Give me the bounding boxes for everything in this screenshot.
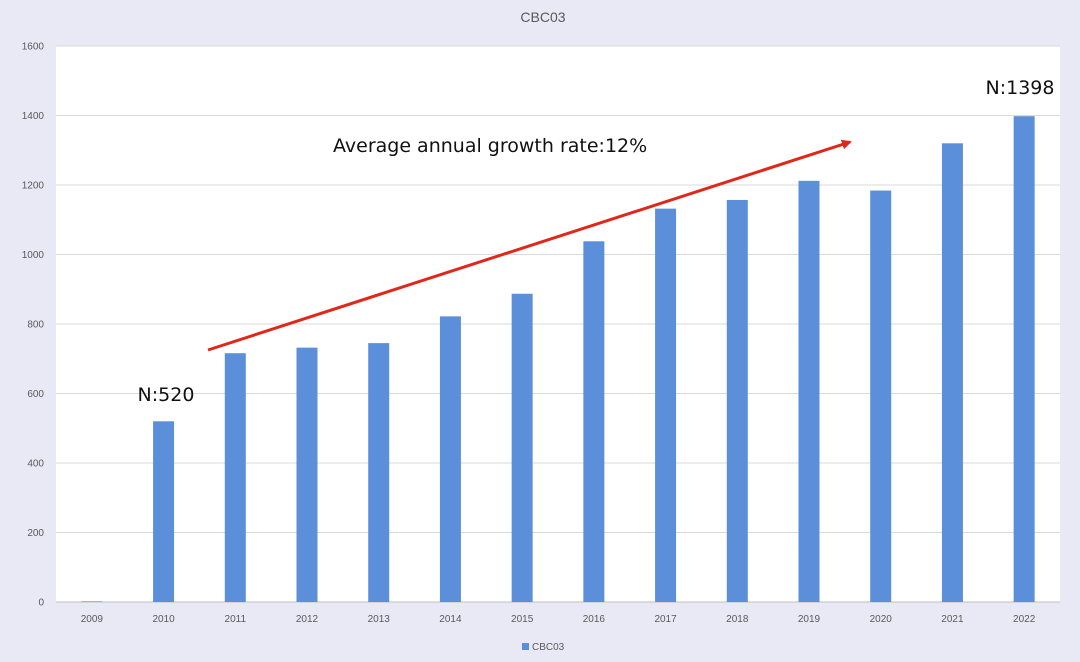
bar-2015 [511,293,533,602]
bar-2021 [941,143,963,603]
bar-2017 [655,208,677,602]
bars [81,116,1035,603]
x-tick-label: 2019 [798,614,821,625]
y-tick-label: 1400 [22,111,45,122]
bar-2014 [439,316,461,602]
grid-lines [56,45,1060,603]
bar-2019 [798,180,820,602]
x-tick-label: 2018 [726,614,749,625]
bar-2012 [296,347,318,602]
legend: CBC03 [522,642,565,653]
y-tick-label: 800 [27,320,44,331]
bar-2018 [726,199,748,602]
x-axis-ticks: 2009 2010 2011 2012 2013 2014 2015 2016 2017 2018… [81,614,1036,625]
y-axis-ticks: 0 200 400 600 800 1000 1200 1400 1600 [22,42,45,609]
x-tick-label: 2015 [511,614,534,625]
x-tick-label: 2020 [870,614,893,625]
growth-trend-arrow [207,139,852,352]
y-tick-label: 0 [38,598,44,609]
bar-2013 [368,343,390,602]
y-tick-label: 200 [27,528,44,539]
y-tick-label: 1200 [22,181,45,192]
bar-2020 [870,190,892,602]
growth-rate-annotation: Average annual growth rate:12% [333,135,647,157]
y-tick-label: 600 [27,389,44,400]
x-tick-label: 2011 [225,614,247,625]
bar-2016 [583,241,605,603]
x-tick-label: 2012 [296,614,319,625]
x-tick-label: 2014 [439,614,462,625]
bar-2010 [153,421,175,602]
y-tick-label: 400 [27,459,44,470]
bar-2011 [224,353,246,602]
x-tick-label: 2009 [81,614,104,625]
bar-2022 [1013,116,1035,602]
bar-2009 [81,601,103,602]
start-value-annotation: N:520 [138,384,195,406]
legend-label: CBC03 [532,642,565,653]
x-tick-label: 2021 [941,614,964,625]
x-tick-label: 2017 [654,614,677,625]
x-tick-label: 2013 [368,614,391,625]
x-tick-label: 2010 [152,614,175,625]
x-tick-label: 2016 [583,614,606,625]
y-tick-label: 1000 [22,250,45,261]
chart-title: CBC03 [520,9,565,25]
end-value-annotation: N:1398 [986,77,1055,99]
x-tick-label: 2022 [1013,614,1036,625]
legend-swatch [522,643,529,650]
y-tick-label: 1600 [22,42,45,53]
